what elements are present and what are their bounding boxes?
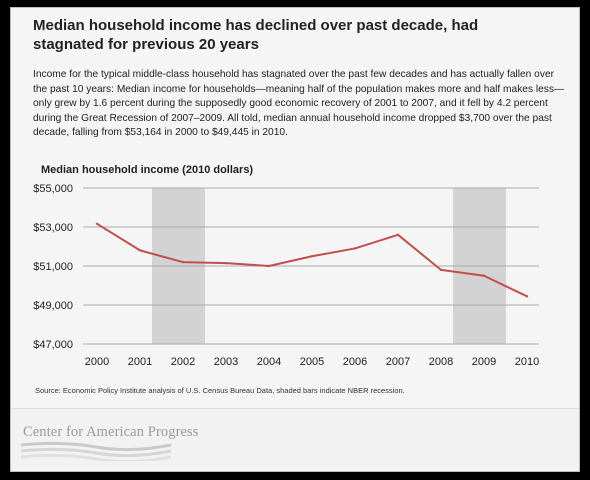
data-point	[224, 261, 228, 265]
footer: Center for American Progress	[11, 408, 579, 471]
data-point	[95, 222, 99, 226]
chart-description: Income for the typical middle-class hous…	[33, 69, 565, 139]
flag-stripes-icon	[21, 441, 171, 461]
data-point	[267, 264, 271, 268]
y-tick-label: $55,000	[33, 183, 73, 195]
y-tick-label: $47,000	[33, 339, 73, 351]
data-point	[396, 233, 400, 236]
data-point	[181, 260, 185, 264]
x-tick-label: 2010	[515, 356, 539, 368]
y-tick-label: $49,000	[33, 300, 73, 312]
income-line-chart: $47,000 $49,000 $51,000 $53,000 $55,000 2000 2…	[33, 183, 539, 368]
data-point	[439, 268, 443, 272]
x-tick-label: 2003	[214, 356, 238, 368]
data-point	[482, 274, 486, 277]
x-tick-label: 2002	[171, 356, 195, 368]
x-tick-label: 2000	[85, 356, 109, 368]
chart-subtitle: Median household income (2010 dollars)	[41, 164, 254, 176]
cap-logo: Center for American Progress	[23, 424, 199, 440]
chart-card: Median household income has declined ove…	[10, 7, 580, 472]
x-tick-label: 2009	[472, 356, 496, 368]
data-point	[525, 295, 529, 298]
y-tick-label: $51,000	[33, 261, 73, 273]
x-tick-label: 2008	[429, 356, 453, 368]
chart-title: Median household income has declined ove…	[33, 17, 479, 53]
x-tick-label: 2004	[257, 356, 281, 368]
data-point	[353, 247, 357, 250]
source-note: Source: Economic Policy Institute analys…	[35, 386, 405, 395]
x-tick-label: 2006	[343, 356, 367, 368]
x-tick-label: 2005	[300, 356, 324, 368]
data-point	[310, 255, 314, 258]
y-tick-label: $53,000	[33, 222, 73, 234]
x-tick-label: 2001	[128, 356, 152, 368]
x-tick-label: 2007	[386, 356, 410, 368]
data-point	[138, 249, 142, 252]
